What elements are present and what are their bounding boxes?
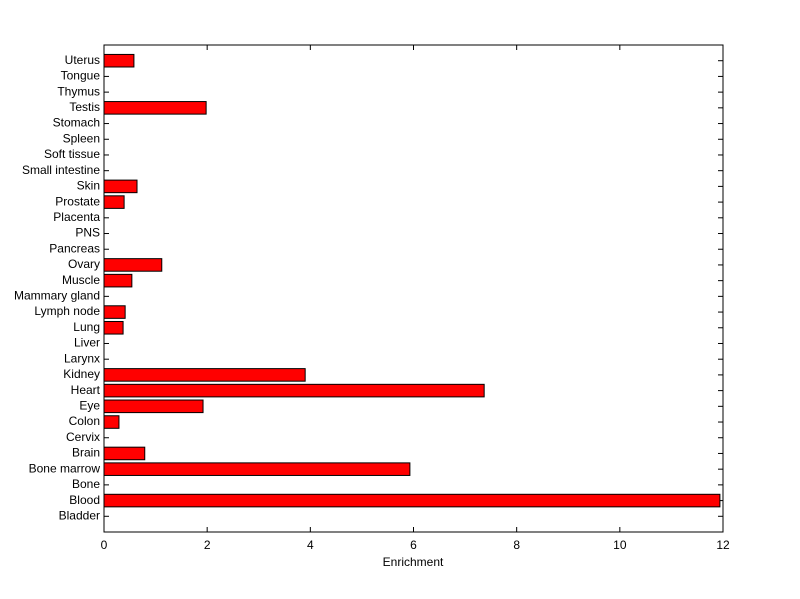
y-tick-label: Bone marrow — [29, 461, 101, 475]
y-tick-label: Cervix — [66, 430, 100, 444]
y-tick-label: Bladder — [59, 508, 100, 522]
y-tick-label: Stomach — [53, 116, 100, 130]
bar — [103, 258, 163, 272]
x-tick-label: 6 — [410, 538, 417, 552]
y-tick-label: Prostate — [55, 194, 100, 208]
bar — [103, 179, 138, 194]
y-tick-label: Soft tissue — [44, 147, 100, 161]
y-tick-label: Small intestine — [22, 163, 100, 177]
y-tick-label: Blood — [69, 493, 100, 507]
plot-area — [103, 44, 724, 533]
x-axis-label: Enrichment — [383, 555, 444, 569]
x-tick-label: 10 — [613, 538, 627, 552]
bar — [103, 399, 204, 414]
y-tick-label: Thymus — [57, 84, 100, 98]
y-tick-label: Tongue — [61, 69, 101, 83]
y-tick-label: Skin — [77, 179, 100, 193]
bar — [103, 53, 135, 68]
x-tick-label: 4 — [307, 538, 314, 552]
bar — [103, 320, 124, 335]
y-tick-label: Liver — [74, 336, 100, 350]
y-tick-label: Muscle — [62, 273, 100, 287]
x-tick-label: 12 — [716, 538, 730, 552]
y-tick-label: PNS — [75, 226, 100, 240]
bar — [103, 195, 125, 209]
x-tick-label: 8 — [513, 538, 520, 552]
y-tick-label: Mammary gland — [14, 289, 100, 303]
bar — [103, 368, 306, 382]
y-tick-label: Testis — [69, 100, 100, 114]
y-tick-label: Eye — [79, 398, 100, 412]
y-tick-label: Spleen — [63, 131, 100, 145]
y-tick-label: Lymph node — [34, 304, 100, 318]
y-tick-label: Kidney — [63, 367, 100, 381]
y-tick-label: Lung — [73, 320, 100, 334]
bar — [103, 493, 721, 508]
bar — [103, 383, 485, 398]
y-tick-label: Uterus — [65, 53, 100, 67]
y-tick-label: Pancreas — [49, 241, 100, 255]
bar — [103, 446, 146, 461]
y-tick-label: Placenta — [53, 210, 100, 224]
bar — [103, 101, 207, 115]
bar — [103, 273, 133, 288]
y-tick-label: Bone — [72, 477, 100, 491]
y-tick-label: Heart — [71, 383, 101, 397]
x-tick-label: 0 — [101, 538, 108, 552]
x-tick-label: 2 — [204, 538, 211, 552]
bar — [103, 415, 120, 429]
y-tick-label: Ovary — [68, 257, 100, 271]
bar — [103, 462, 411, 476]
y-tick-label: Brain — [72, 446, 100, 460]
y-tick-label: Larynx — [64, 351, 100, 365]
bar — [103, 305, 126, 319]
y-tick-label: Colon — [69, 414, 100, 428]
